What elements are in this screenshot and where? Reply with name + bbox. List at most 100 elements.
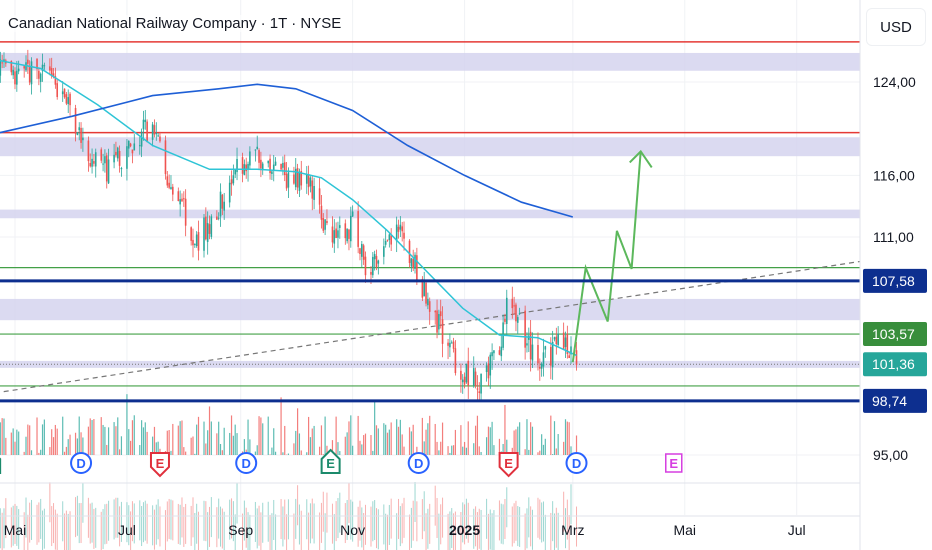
candle-body <box>36 58 38 70</box>
indicator-bar <box>218 498 220 539</box>
event-marker-dividend[interactable]: D <box>565 452 588 474</box>
volume-bar <box>40 449 42 455</box>
candle-body <box>485 365 488 372</box>
indicator-bar <box>117 497 119 538</box>
volume-bar <box>423 441 425 455</box>
volume-bar <box>10 432 12 455</box>
volume-bar <box>553 421 556 455</box>
candle-body <box>14 71 16 85</box>
volume-bar <box>491 421 493 455</box>
indicator-bar <box>462 502 464 543</box>
candle-body <box>181 198 183 202</box>
candle-body <box>256 146 259 149</box>
candle-body <box>401 226 403 232</box>
event-marker-dividend[interactable]: D <box>407 452 430 474</box>
volume-bar <box>16 429 18 455</box>
candle-body <box>344 223 347 239</box>
volume-bar <box>128 429 130 455</box>
indicator-bar <box>282 506 284 547</box>
indicator-bar <box>196 503 198 544</box>
currency-button[interactable]: USD <box>866 8 926 46</box>
candle-body <box>540 363 543 369</box>
indicator-bar <box>438 513 440 550</box>
candle-body <box>441 319 444 344</box>
volume-bar <box>372 450 374 455</box>
indicator-bar <box>454 511 456 550</box>
candle-body <box>397 226 400 232</box>
event-marker-earnings-miss[interactable]: E <box>498 452 519 478</box>
indicator-bar <box>350 499 352 540</box>
candle-body <box>164 140 167 175</box>
event-marker-earnings-miss[interactable]: E <box>149 452 170 478</box>
candle-body <box>399 224 402 230</box>
indicator-bar <box>80 503 82 544</box>
candle-body <box>298 171 301 191</box>
candle-body <box>183 198 185 200</box>
candle-body <box>89 162 92 167</box>
candle-body <box>544 346 547 350</box>
indicator-bar <box>62 501 64 542</box>
indicator-bar <box>409 514 411 550</box>
candle-body <box>138 145 141 147</box>
volume-bar <box>197 416 200 455</box>
indicator-bar <box>0 508 1 549</box>
indicator-bar <box>370 506 372 547</box>
indicator-bar <box>476 512 478 550</box>
volume-bar <box>322 454 324 455</box>
candle-body <box>421 279 424 298</box>
indicator-bar <box>27 514 29 550</box>
volume-bar <box>566 421 568 455</box>
volume-bar <box>429 415 431 455</box>
indicator-bar <box>359 500 361 541</box>
volume-bar <box>344 436 346 455</box>
event-marker-dividend[interactable]: D <box>235 452 258 474</box>
indicator-bar <box>344 503 346 544</box>
indicator-bar <box>260 512 262 550</box>
indicator-bar <box>152 505 154 546</box>
candle-body <box>370 271 372 275</box>
indicator-bar <box>552 501 554 542</box>
indicator-bar <box>126 502 128 543</box>
indicator-bar <box>388 504 390 545</box>
candle-body <box>1 62 3 64</box>
indicator-bar <box>403 497 405 538</box>
volume-bar <box>473 443 475 455</box>
indicator-bar <box>164 510 166 550</box>
indicator-bar <box>519 506 521 547</box>
indicator-bar <box>467 502 469 543</box>
candle-body <box>531 344 534 361</box>
resistance-zone <box>0 52 860 71</box>
indicator-bar <box>1 512 3 550</box>
candle-body <box>449 342 451 348</box>
volume-bar <box>216 433 218 455</box>
volume-bar <box>350 415 352 455</box>
candle-body <box>153 125 156 135</box>
indicator-bar <box>54 509 56 550</box>
indicator-bar <box>12 505 14 546</box>
candle-body <box>388 234 391 240</box>
candle-body <box>131 149 134 154</box>
volume-bar <box>203 421 205 455</box>
event-marker-dividend[interactable]: D <box>70 452 93 474</box>
candle-body <box>219 191 222 217</box>
event-marker-earnings-upcoming[interactable]: E <box>665 453 683 473</box>
volume-bar <box>447 446 449 455</box>
indicator-bar <box>478 508 480 549</box>
indicator-bar <box>541 502 543 543</box>
indicator-bar <box>473 508 475 549</box>
volume-bar <box>25 436 27 455</box>
candle-body <box>428 301 431 312</box>
candle-body <box>151 124 154 140</box>
indicator-bar <box>29 502 31 543</box>
volume-bar <box>82 437 84 455</box>
candle-body <box>335 228 337 238</box>
candle-body <box>0 59 2 76</box>
volume-bar <box>153 426 156 455</box>
candle-body <box>133 143 136 151</box>
indicator-bar <box>209 506 211 547</box>
event-marker-earnings-beat[interactable]: E <box>320 448 341 474</box>
candle-body <box>195 234 198 247</box>
volume-bar <box>465 447 468 455</box>
candle-body <box>23 66 25 69</box>
